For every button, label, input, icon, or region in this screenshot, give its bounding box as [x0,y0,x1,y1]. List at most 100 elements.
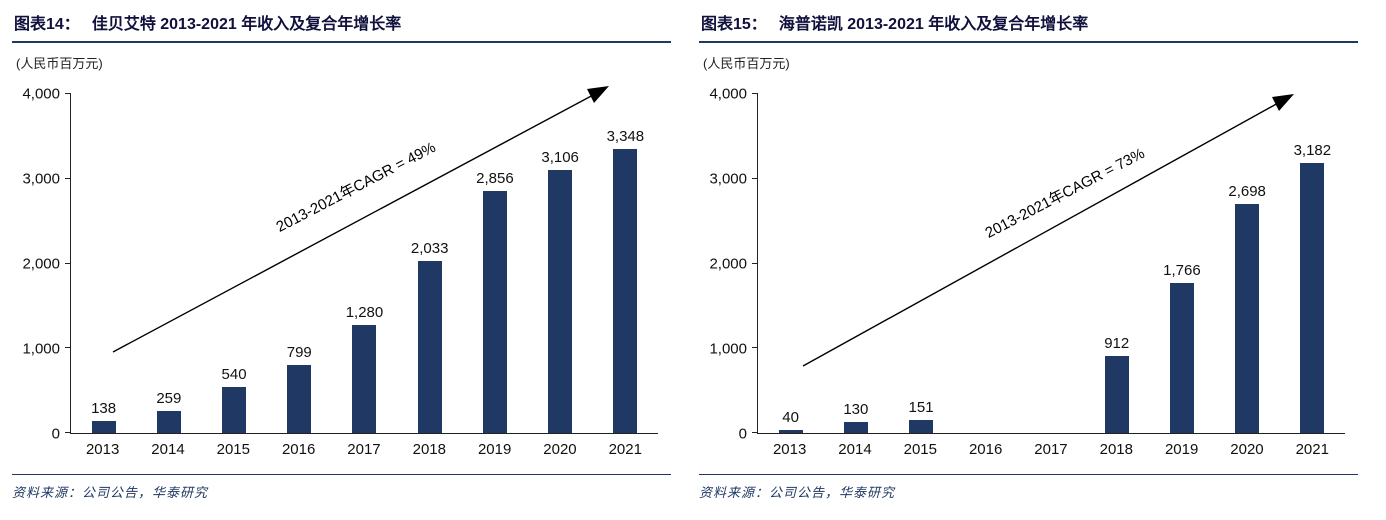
x-category-label: 2013 [85,441,120,458]
bar [613,149,638,433]
figure-title-text: 佳贝艾特 2013-2021 年收入及复合年增长率 [91,16,402,33]
y-tick-label: 0 [51,425,60,443]
y-tick-label: 4,000 [709,85,747,103]
source-row: 资料来源：公司公告，华泰研究 [12,474,671,501]
x-category-label: 2019 [477,441,512,458]
bar-value-label: 259 [156,390,182,408]
bar-value-label: 151 [908,399,934,417]
bar [417,260,442,433]
y-tick-label: 3,000 [22,170,60,188]
bar-slot: 2,856 [462,94,527,433]
bar-value-label: 3,348 [606,128,645,146]
bar-value-label: 1,766 [1163,262,1201,280]
bar-value-label: 3,182 [1293,142,1332,160]
y-tick-label: 0 [738,425,747,443]
y-tick-label: 1,000 [709,340,747,358]
y-tick-mark [752,177,758,179]
y-tick-label: 3,000 [709,170,747,188]
figure-number: 图表14： [14,16,80,33]
axis-unit-label: (人民币百万元) [703,56,790,71]
bars-container: 138 259 540 799 1,280 2,033 2,856 3,106 3,348 [71,94,658,433]
bar-slot [954,94,1019,433]
bar [1104,355,1129,433]
bar-value-label: 3,106 [541,148,579,166]
figure-number: 图表15： [701,16,767,33]
bar [909,420,934,433]
y-tick-mark [65,93,71,94]
y-axis: 0 1,000 2,000 3,000 4,000 [12,86,70,443]
x-category-label: 2019 [1164,441,1199,458]
source-row: 资料来源：公司公告，华泰研究 [699,474,1358,501]
y-tick-mark [65,177,71,179]
bar-value-label: 40 [782,408,799,426]
bar [482,190,507,433]
bar [1169,283,1194,433]
bar [287,365,312,433]
figure-panel-left: 图表14： 佳贝艾特 2013-2021 年收入及复合年增长率 (人民币百万元)… [12,6,671,501]
x-category-label: 2014 [151,441,185,458]
bar-value-label: 540 [221,366,247,384]
x-category-label: 2016 [968,441,1003,458]
x-category-label: 2018 [1099,441,1133,458]
x-category-label: 2015 [216,441,250,458]
y-tick-label: 4,000 [22,85,60,103]
y-tick-mark [752,432,758,433]
source-note: 资料来源：公司公告，华泰研究 [699,485,896,500]
x-category-label: 2017 [1034,441,1068,458]
bars-container: 40 130 151 912 1,766 2,698 3,182 [758,94,1345,433]
bar-value-label: 912 [1104,334,1130,352]
y-axis: 0 1,000 2,000 3,000 4,000 [699,86,757,443]
bar-value-label: 1,280 [345,303,384,321]
source-note: 资料来源：公司公告，华泰研究 [12,485,209,500]
bar-slot: 3,348 [593,94,658,433]
bar-slot: 3,182 [1280,94,1345,433]
bar-value-label: 799 [286,344,312,362]
bar-slot [1019,94,1084,433]
bar-slot: 540 [201,94,266,433]
bar-value-label: 2,033 [410,239,449,257]
x-category-label: 2015 [903,441,937,458]
x-category-label: 2020 [543,441,577,458]
bar [352,324,377,433]
bar-value-label: 2,698 [1228,183,1266,201]
plot-area: 2013-2021年CAGR = 49% 138 259 540 799 1,280 2,… [65,86,658,434]
bar-slot: 151 [888,94,953,433]
bar-slot: 130 [823,94,888,433]
y-tick-label: 2,000 [22,255,60,273]
bar-slot: 2,698 [1215,94,1280,433]
x-category-label: 2017 [347,441,381,458]
bar-value-label: 130 [843,400,869,418]
x-category-label: 2018 [412,441,446,458]
axis-unit-label: (人民币百万元) [16,56,103,71]
x-axis-labels: 2013 2014 2015 2016 2017 2018 2019 2020 2021 [70,441,658,458]
figure-panel-right: 图表15： 海普诺凯 2013-2021 年收入及复合年增长率 (人民币百万元)… [699,6,1358,501]
bar-chart: 0 1,000 2,000 3,000 4,000 2013-2021年CAGR = 7… [699,86,1358,443]
figure-title: 图表14： 佳贝艾特 2013-2021 年收入及复合年增长率 [12,6,671,43]
bar [548,169,573,433]
x-category-label: 2016 [281,441,316,458]
bar-slot: 1,280 [332,94,397,433]
bar-slot: 138 [71,94,136,433]
x-category-label: 2013 [772,441,807,458]
bar [1300,163,1325,433]
x-category-label: 2021 [1295,441,1329,458]
bar-chart: 0 1,000 2,000 3,000 4,000 2013-2021年CAGR = 4… [12,86,671,443]
bar [843,421,868,433]
bar [91,421,116,433]
figure-title: 图表15： 海普诺凯 2013-2021 年收入及复合年增长率 [699,6,1358,43]
y-tick-mark [65,347,71,349]
bar-value-label: 138 [91,400,117,418]
y-tick-mark [752,262,758,264]
bar-slot: 799 [267,94,332,433]
y-tick-mark [65,432,71,433]
y-tick-label: 2,000 [709,255,747,273]
figure-title-text: 海普诺凯 2013-2021 年收入及复合年增长率 [778,16,1089,33]
y-tick-mark [65,262,71,264]
y-tick-label: 1,000 [22,340,60,358]
x-category-label: 2020 [1230,441,1264,458]
y-tick-mark [752,93,758,94]
bar [156,411,181,433]
bar-slot: 3,106 [528,94,593,433]
bar [1235,204,1260,433]
bar [222,387,247,433]
